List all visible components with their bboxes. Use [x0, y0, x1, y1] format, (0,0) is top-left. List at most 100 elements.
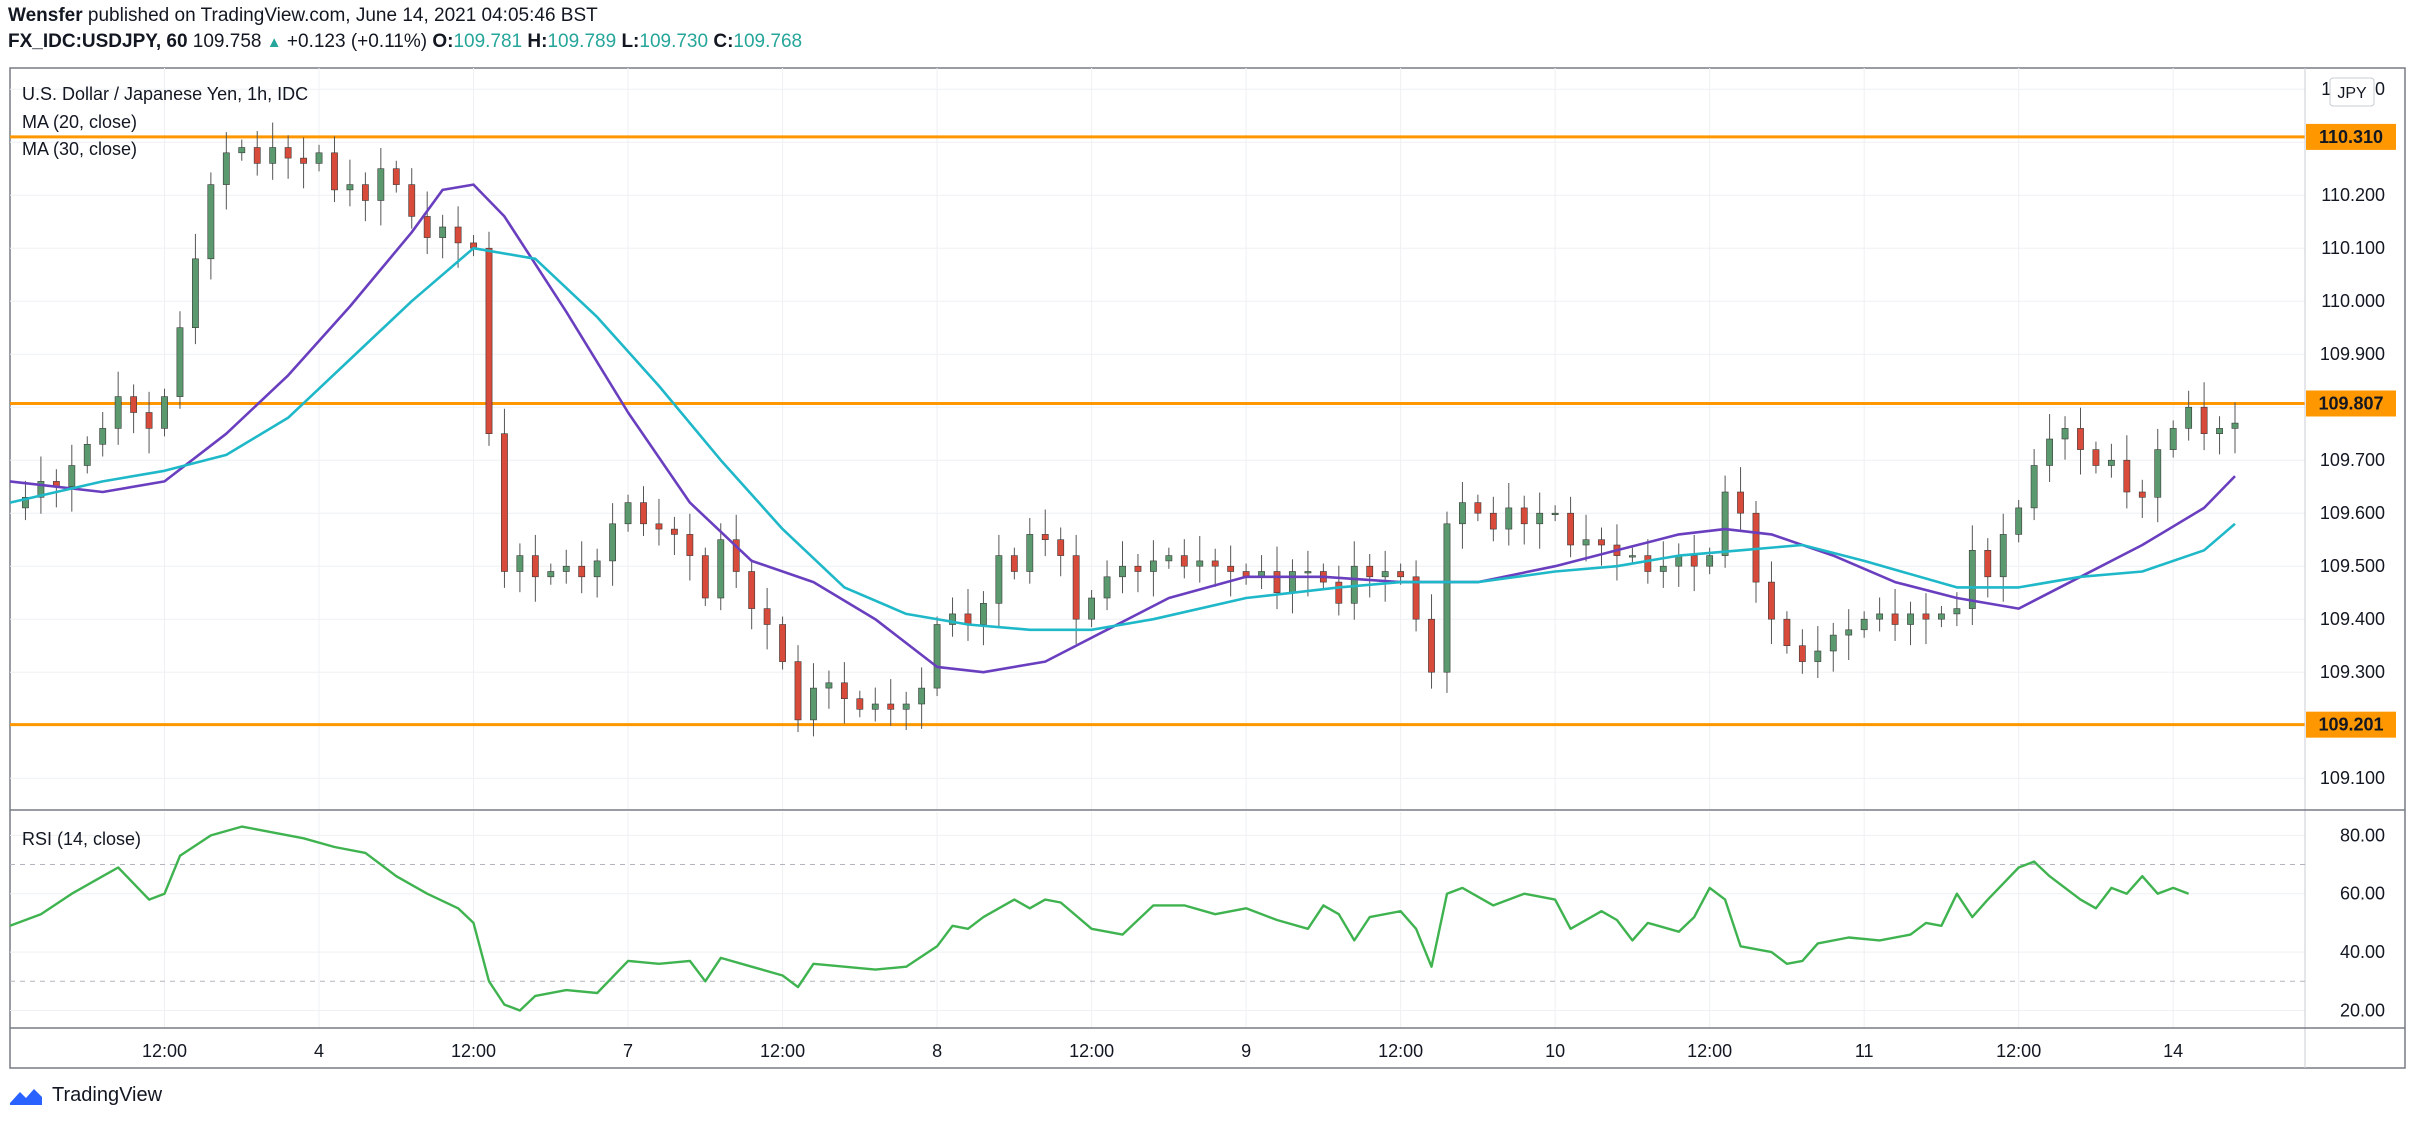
candle: [423, 191, 431, 255]
candle-body: [1551, 512, 1559, 516]
level-badge: [2306, 390, 2396, 417]
candle: [578, 541, 586, 594]
rsi-tick-label: 20.00: [2340, 1000, 2385, 1020]
candle-body: [918, 687, 926, 705]
candle-body: [2185, 406, 2193, 429]
candle-body: [840, 682, 848, 699]
candle-body: [1335, 581, 1343, 604]
candle: [1907, 601, 1914, 646]
candle: [686, 513, 694, 581]
candle-body: [83, 443, 91, 466]
candle: [717, 523, 725, 611]
price-tick-label: 110.000: [2321, 291, 2385, 311]
candle: [1551, 505, 1559, 522]
candle-body: [779, 624, 786, 662]
candle: [269, 122, 277, 180]
candle: [1752, 501, 1760, 603]
price-tick-label: 109.100: [2320, 768, 2385, 788]
candle: [1088, 590, 1095, 628]
candle-body: [2092, 449, 2100, 466]
candle: [671, 516, 678, 556]
rsi-legend: RSI (14, close): [22, 829, 141, 849]
level-badge-label: 109.807: [2318, 393, 2383, 413]
candle: [1613, 524, 1621, 581]
candle-body: [1968, 549, 1976, 609]
candle: [531, 534, 539, 602]
candle-body: [269, 147, 277, 164]
candle-body: [1659, 565, 1667, 572]
candle: [1829, 622, 1837, 672]
candle: [2138, 479, 2146, 518]
candle-body: [1721, 491, 1729, 556]
candle-body: [593, 560, 601, 578]
candle: [2169, 420, 2177, 458]
candle: [1459, 481, 1466, 549]
candle-body: [763, 608, 771, 625]
candle-body: [701, 555, 709, 599]
time-tick-label: 14: [2163, 1041, 2183, 1061]
candle-body: [253, 147, 261, 164]
candle: [2154, 428, 2162, 523]
candle-body: [1845, 629, 1853, 636]
candle: [1196, 535, 1204, 583]
candle-body: [856, 698, 864, 710]
candle: [1010, 547, 1018, 580]
candle-body: [1304, 571, 1312, 574]
candle-body: [22, 496, 29, 509]
price-tick-label: 110.200: [2321, 185, 2385, 205]
price-tick-label: 109.300: [2320, 662, 2385, 682]
level-badge-label: 110.310: [2319, 127, 2383, 147]
candle-body: [1876, 613, 1884, 620]
candle: [840, 662, 848, 724]
candle: [516, 543, 524, 593]
candle: [640, 486, 647, 536]
candle: [2185, 390, 2193, 441]
grid: [10, 68, 2305, 1028]
candle-body: [1829, 634, 1837, 652]
candle-body: [1907, 613, 1914, 625]
candle: [192, 233, 199, 345]
candle: [933, 616, 941, 697]
candle: [222, 132, 230, 210]
candle-body: [871, 703, 879, 710]
level-badges: 110.310 109.807 109.201: [2306, 123, 2396, 738]
candle-body: [2046, 438, 2053, 466]
time-tick-label: 8: [932, 1041, 942, 1061]
candle-body: [2231, 422, 2239, 429]
candle-body: [1165, 555, 1173, 562]
candle-body: [222, 152, 230, 185]
candle: [2216, 416, 2223, 455]
candle: [439, 214, 447, 259]
candle: [1227, 545, 1235, 597]
candle: [1737, 467, 1744, 530]
candle: [331, 136, 338, 203]
footer-brand[interactable]: TradingView: [8, 1084, 162, 1107]
candle-body: [361, 184, 369, 201]
publisher-name[interactable]: Wensfer: [8, 5, 83, 26]
candle-body: [748, 571, 756, 609]
candle-body: [176, 327, 184, 397]
candle: [2015, 499, 2023, 543]
currency-badge[interactable]: [2329, 77, 2375, 107]
candle-body: [68, 465, 76, 488]
candle-body: [315, 152, 323, 164]
candle: [562, 549, 570, 584]
candle-body: [1443, 523, 1451, 673]
candle-body: [1103, 576, 1111, 599]
candle: [779, 616, 786, 670]
candle: [763, 587, 771, 650]
time-tick-label: 12:00: [760, 1041, 805, 1061]
candle: [1474, 494, 1482, 522]
candle-body: [1366, 565, 1374, 578]
candle-body: [1582, 539, 1590, 546]
candle: [2030, 449, 2038, 521]
candle: [1891, 588, 1899, 641]
candle: [83, 436, 91, 474]
candle: [902, 691, 910, 730]
ma30-line: [9, 246, 2236, 632]
candle-body: [686, 534, 694, 556]
rsi-tick-label: 80.00: [2340, 825, 2385, 845]
candle: [1520, 495, 1528, 545]
candle: [1443, 511, 1451, 693]
